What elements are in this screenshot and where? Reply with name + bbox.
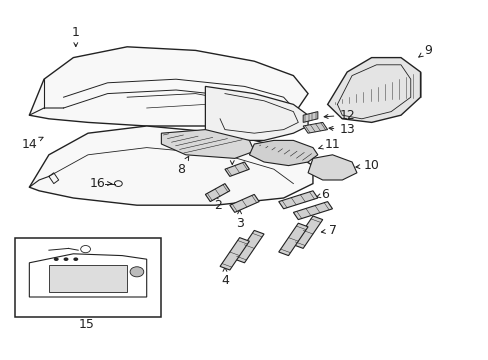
Polygon shape xyxy=(293,216,322,248)
Polygon shape xyxy=(303,122,327,133)
Polygon shape xyxy=(327,58,420,122)
Polygon shape xyxy=(303,112,317,122)
Text: 14: 14 xyxy=(21,137,43,150)
Text: 12: 12 xyxy=(324,109,354,122)
Polygon shape xyxy=(278,191,317,209)
Polygon shape xyxy=(249,140,317,166)
Text: 7: 7 xyxy=(321,224,336,237)
Text: 9: 9 xyxy=(418,44,431,57)
Text: 4: 4 xyxy=(221,267,228,287)
Text: 5: 5 xyxy=(228,145,236,165)
Polygon shape xyxy=(29,47,307,126)
Bar xyxy=(15,238,161,317)
Text: 8: 8 xyxy=(177,156,188,176)
Circle shape xyxy=(63,257,68,261)
Circle shape xyxy=(73,257,78,261)
Circle shape xyxy=(54,257,59,261)
Text: 10: 10 xyxy=(355,159,379,172)
Polygon shape xyxy=(161,130,254,158)
Polygon shape xyxy=(293,202,332,220)
Text: 1: 1 xyxy=(72,26,80,46)
Polygon shape xyxy=(307,155,356,180)
Polygon shape xyxy=(278,223,307,256)
Polygon shape xyxy=(234,230,264,263)
Polygon shape xyxy=(229,194,259,212)
Text: 6: 6 xyxy=(315,188,328,201)
Text: 2: 2 xyxy=(213,195,221,212)
Text: 13: 13 xyxy=(328,123,354,136)
Polygon shape xyxy=(205,86,307,140)
Text: 11: 11 xyxy=(318,138,340,150)
Text: 3: 3 xyxy=(235,210,243,230)
Text: 15: 15 xyxy=(79,318,95,330)
Polygon shape xyxy=(205,184,229,202)
Polygon shape xyxy=(29,126,312,205)
Text: 16: 16 xyxy=(90,177,111,190)
Polygon shape xyxy=(49,265,127,292)
Circle shape xyxy=(130,267,143,277)
Polygon shape xyxy=(220,238,249,270)
Polygon shape xyxy=(224,162,249,176)
